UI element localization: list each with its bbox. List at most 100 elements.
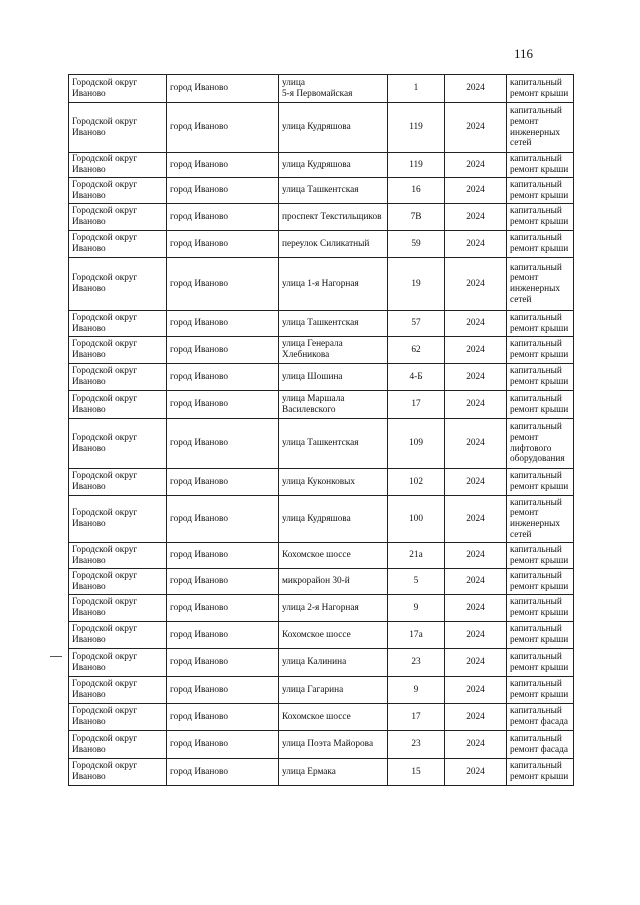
cell-settlement: город Иваново (166, 336, 279, 364)
cell-municipality: Городской округ Иваново (68, 152, 167, 178)
cell-settlement: город Иваново (166, 102, 279, 153)
cell-street: улица Ермака (278, 758, 388, 786)
cell-house-number: 15 (387, 758, 445, 786)
cell-municipality: Городской округ Иваново (68, 363, 167, 391)
scan-mark (50, 656, 62, 657)
cell-house-number: 119 (387, 152, 445, 178)
cell-work-type: капитальный ремонт крыши (506, 676, 574, 704)
cell-year: 2024 (444, 703, 507, 731)
cell-street: Кохомское шоссе (278, 703, 388, 731)
cell-year: 2024 (444, 177, 507, 204)
cell-year: 2024 (444, 594, 507, 622)
cell-municipality: Городской округ Иваново (68, 230, 167, 258)
cell-work-type: капитальный ремонт крыши (506, 203, 574, 231)
cell-work-type: капитальный ремонт инженерных сетей (506, 495, 574, 543)
cell-year: 2024 (444, 676, 507, 704)
cell-house-number: 5 (387, 568, 445, 595)
cell-settlement: город Иваново (166, 468, 279, 496)
cell-settlement: город Иваново (166, 730, 279, 759)
cell-municipality: Городской округ Иваново (68, 648, 167, 677)
cell-settlement: город Иваново (166, 676, 279, 704)
table-row: Городской округ Иваново город Иваново микр… (68, 568, 574, 595)
cell-work-type: капитальный ремонт крыши (506, 390, 574, 419)
cell-street: микрорайон 30-й (278, 568, 388, 595)
cell-work-type: капитальный ремонт крыши (506, 177, 574, 204)
cell-street: улица Генерала Хлебникова (278, 336, 388, 364)
cell-work-type: капитальный ремонт крыши (506, 152, 574, 178)
repair-schedule-table: Городской округ Иваново город Иваново улиц… (68, 74, 574, 786)
cell-year: 2024 (444, 418, 507, 469)
cell-house-number: 119 (387, 102, 445, 153)
cell-street: улица Шошина (278, 363, 388, 391)
cell-municipality: Городской округ Иваново (68, 310, 167, 337)
table-row: Городской округ Иваново город Иваново Кохо… (68, 703, 574, 731)
cell-street: улица 1-я Нагорная (278, 257, 388, 311)
cell-year: 2024 (444, 74, 507, 103)
cell-municipality: Городской округ Иваново (68, 336, 167, 364)
cell-street: проспект Текстильщиков (278, 203, 388, 231)
cell-street: Кохомское шоссе (278, 621, 388, 649)
cell-house-number: 102 (387, 468, 445, 496)
cell-street: Кохомское шоссе (278, 542, 388, 569)
cell-year: 2024 (444, 203, 507, 231)
cell-municipality: Городской округ Иваново (68, 703, 167, 731)
table-row: Городской округ Иваново город Иваново улиц… (68, 390, 574, 419)
cell-work-type: капитальный ремонт крыши (506, 621, 574, 649)
cell-work-type: капитальный ремонт крыши (506, 648, 574, 677)
cell-house-number: 16 (387, 177, 445, 204)
cell-year: 2024 (444, 468, 507, 496)
cell-municipality: Городской округ Иваново (68, 568, 167, 595)
cell-street: улица Ташкентская (278, 177, 388, 204)
cell-work-type: капитальный ремонт фасада (506, 703, 574, 731)
cell-settlement: город Иваново (166, 74, 279, 103)
cell-settlement: город Иваново (166, 594, 279, 622)
cell-year: 2024 (444, 363, 507, 391)
table-row: Городской округ Иваново город Иваново улиц… (68, 730, 574, 759)
cell-year: 2024 (444, 542, 507, 569)
table-row: Городской округ Иваново город Иваново улиц… (68, 648, 574, 677)
table-row: Городской округ Иваново город Иваново улиц… (68, 495, 574, 543)
cell-work-type: капитальный ремонт крыши (506, 468, 574, 496)
table-row: Городской округ Иваново город Иваново улиц… (68, 594, 574, 622)
cell-street: улица Гагарина (278, 676, 388, 704)
cell-year: 2024 (444, 102, 507, 153)
cell-house-number: 9 (387, 676, 445, 704)
cell-house-number: 62 (387, 336, 445, 364)
table-row: Городской округ Иваново город Иваново улиц… (68, 177, 574, 204)
cell-year: 2024 (444, 230, 507, 258)
cell-settlement: город Иваново (166, 648, 279, 677)
cell-year: 2024 (444, 495, 507, 543)
cell-street: улица 5-я Первомайская (278, 74, 388, 103)
cell-house-number: 19 (387, 257, 445, 311)
cell-settlement: город Иваново (166, 203, 279, 231)
table-row: Городской округ Иваново город Иваново Кохо… (68, 621, 574, 649)
cell-street: улица Кудряшова (278, 495, 388, 543)
table-row: Городской округ Иваново город Иваново улиц… (68, 152, 574, 178)
cell-municipality: Городской округ Иваново (68, 203, 167, 231)
table-row: Городской округ Иваново город Иваново улиц… (68, 310, 574, 337)
cell-house-number: 4-Б (387, 363, 445, 391)
cell-street: улица Ташкентская (278, 310, 388, 337)
cell-year: 2024 (444, 568, 507, 595)
cell-house-number: 17а (387, 621, 445, 649)
cell-house-number: 57 (387, 310, 445, 337)
cell-settlement: город Иваново (166, 177, 279, 204)
cell-year: 2024 (444, 310, 507, 337)
cell-year: 2024 (444, 152, 507, 178)
table-row: Городской округ Иваново город Иваново улиц… (68, 102, 574, 153)
cell-year: 2024 (444, 336, 507, 364)
cell-work-type: капитальный ремонт крыши (506, 310, 574, 337)
cell-settlement: город Иваново (166, 568, 279, 595)
cell-work-type: капитальный ремонт крыши (506, 594, 574, 622)
table-row: Городской округ Иваново город Иваново Кохо… (68, 542, 574, 569)
cell-house-number: 7В (387, 203, 445, 231)
cell-year: 2024 (444, 648, 507, 677)
cell-house-number: 23 (387, 730, 445, 759)
page-number: 116 (514, 46, 534, 61)
cell-street: улица Ташкентская (278, 418, 388, 469)
cell-settlement: город Иваново (166, 758, 279, 786)
cell-municipality: Городской округ Иваново (68, 542, 167, 569)
cell-work-type: капитальный ремонт крыши (506, 336, 574, 364)
cell-house-number: 17 (387, 703, 445, 731)
cell-municipality: Городской округ Иваново (68, 468, 167, 496)
